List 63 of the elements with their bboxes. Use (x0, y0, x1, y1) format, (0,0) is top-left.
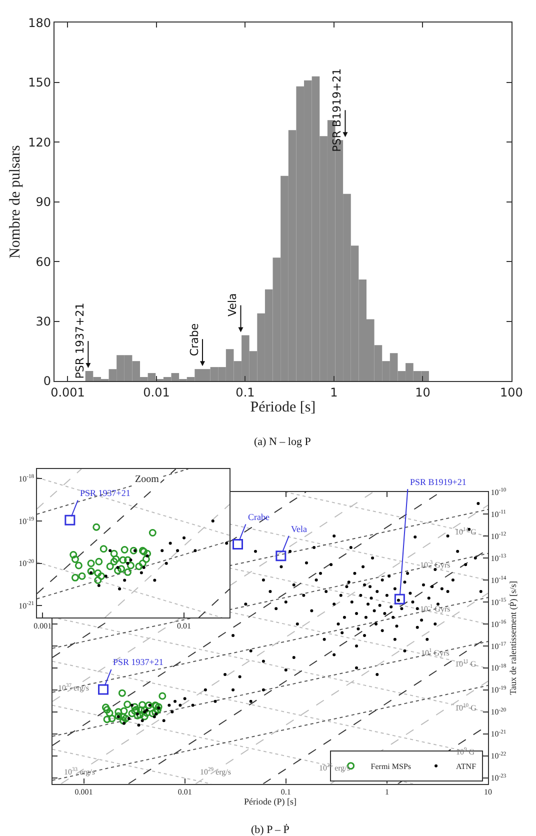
x-tick-label: 0.1 (236, 386, 255, 400)
legend-label: ATNF (456, 762, 477, 771)
x-tick-label: 10 (415, 386, 430, 400)
text: (a) N – log P (254, 436, 311, 448)
x-tick-label: 1 (384, 787, 389, 796)
annotation: PSR 1937+21 (80, 488, 130, 498)
annotation: 10$^{10}$ G (455, 703, 477, 712)
y-tick-label: 0 (43, 374, 52, 388)
x-axis-title: Période (P) [s] (244, 796, 296, 806)
annotation: 10$^{29}$ erg/s (200, 767, 231, 776)
y-tick-label: 120 (28, 135, 52, 150)
y-tick-label: 90 (36, 195, 52, 210)
y-tick-label: 10$^{-21}$ (18, 601, 34, 611)
annotation: PSR 1937+21 (113, 657, 164, 667)
text: Zoom (135, 474, 160, 485)
y-tick-label: 10$^{-14}$ (490, 575, 506, 585)
y-tick-label: 10$^{-17}$ (490, 641, 506, 651)
y-tick-label: 10$^{-19}$ (490, 685, 506, 695)
x-tick-label: 0.1 (280, 787, 291, 796)
x-axis-title: Période [s] (250, 400, 316, 416)
y-tick-label: 10$^{-16}$ (490, 619, 506, 629)
y-tick-label: 150 (28, 76, 52, 90)
y-tick-label: 10$^{-18}$ (18, 474, 34, 484)
x-tick-label: 1 (330, 386, 338, 400)
y-tick-label: 10$^{-20}$ (490, 707, 506, 717)
y-tick-label: 60 (36, 254, 52, 269)
annotation: Vela (291, 524, 307, 534)
annotation: 10$^{-3}$ Gyrs (420, 560, 450, 570)
annotation: PSR B1919+21 (330, 68, 344, 152)
y-tick-label: 10$^{-21}$ (490, 729, 506, 739)
x-tick-label: 100 (500, 386, 523, 400)
y-tick-label: 10$^{-22}$ (490, 751, 506, 761)
y-tick-label: 10$^{-12}$ (490, 531, 506, 541)
y-axis-title: Nombre de pulsars (7, 145, 24, 258)
x-tick-label: 0.001 (74, 787, 93, 796)
y-tick-label: 30 (36, 314, 52, 328)
y-axis-title: Taux de ralentissement (Ṗ) [s/s] (508, 580, 518, 695)
annotation: 10$^{-1}$ Gyrs (420, 604, 450, 614)
annotation: 10$^{11}$ G (455, 659, 476, 668)
x-tick-label: 0.01 (143, 386, 170, 400)
annotation: Vela (226, 293, 240, 316)
text: (b) P – Ṗ (251, 823, 290, 836)
annotation: 10$^{33}$ erg/s (64, 767, 95, 776)
x-tick-label: 0.01 (178, 787, 192, 796)
y-tick-label: 180 (28, 16, 52, 30)
y-tick-label: 10$^{-10}$ (490, 487, 506, 497)
legend-label: Fermi MSPs (370, 762, 412, 771)
y-tick-label: 10$^{-20}$ (18, 558, 34, 568)
y-tick-label: 10$^{-23}$ (490, 773, 506, 783)
annotation: Crabe (188, 323, 201, 356)
x-tick-label: 0.01 (177, 621, 192, 630)
x-tick-label: 0.001 (50, 386, 85, 400)
x-tick-label: 10 (484, 787, 492, 796)
annotation: PSR 1937+21 (74, 302, 87, 379)
y-tick-label: 10$^{-18}$ (490, 663, 506, 673)
y-tick-label: 10$^{-11}$ (490, 509, 506, 519)
annotation: PSR B1919+21 (410, 477, 466, 487)
y-tick-label: 10$^{-19}$ (18, 516, 34, 526)
y-tick-label: 10$^{-15}$ (490, 597, 506, 607)
x-tick-label: 0.001 (34, 621, 52, 630)
y-tick-label: 10$^{-13}$ (490, 553, 506, 563)
annotation: Crabe (248, 512, 270, 522)
annotation: 10$^{37}$ erg/s (58, 683, 89, 692)
